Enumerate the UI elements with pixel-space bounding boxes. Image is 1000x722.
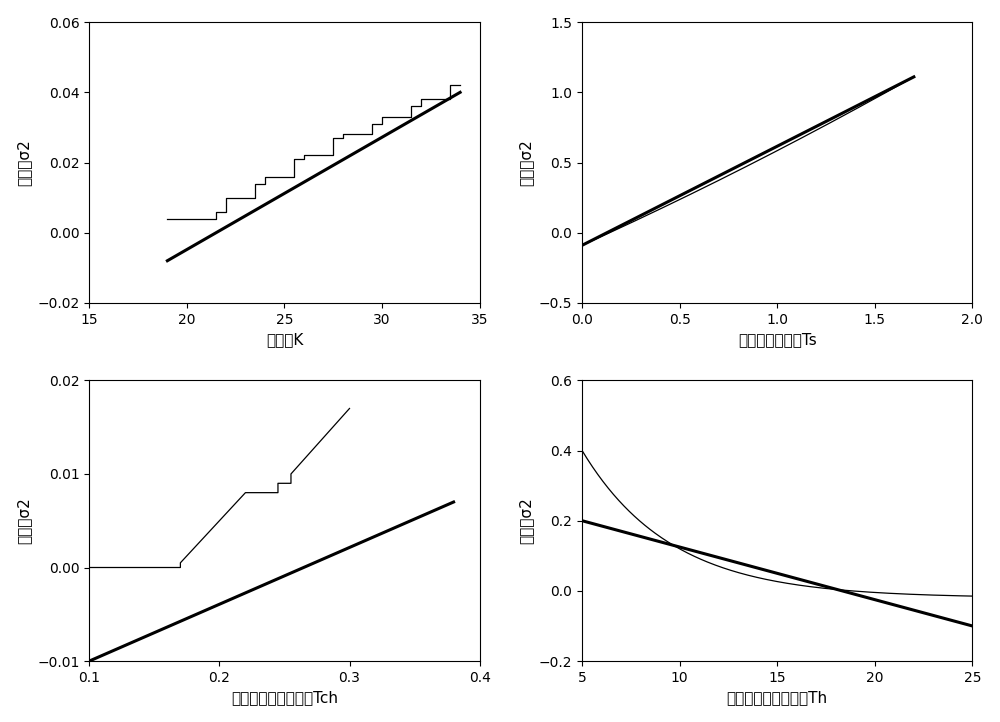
X-axis label: 汽轮机蔓汽时间常数Tch: 汽轮机蔓汽时间常数Tch <box>231 690 338 705</box>
X-axis label: 发电机惯性时间常数Th: 发电机惯性时间常数Th <box>727 690 828 705</box>
Y-axis label: 超调量σ2: 超调量σ2 <box>518 139 533 186</box>
Y-axis label: 超调量σ2: 超调量σ2 <box>17 139 32 186</box>
X-axis label: 油动机时间常数Ts: 油动机时间常数Ts <box>738 332 817 347</box>
X-axis label: 调差率K: 调差率K <box>266 332 303 347</box>
Y-axis label: 超调量σ2: 超调量σ2 <box>17 497 32 544</box>
Y-axis label: 超调量σ2: 超调量σ2 <box>518 497 533 544</box>
